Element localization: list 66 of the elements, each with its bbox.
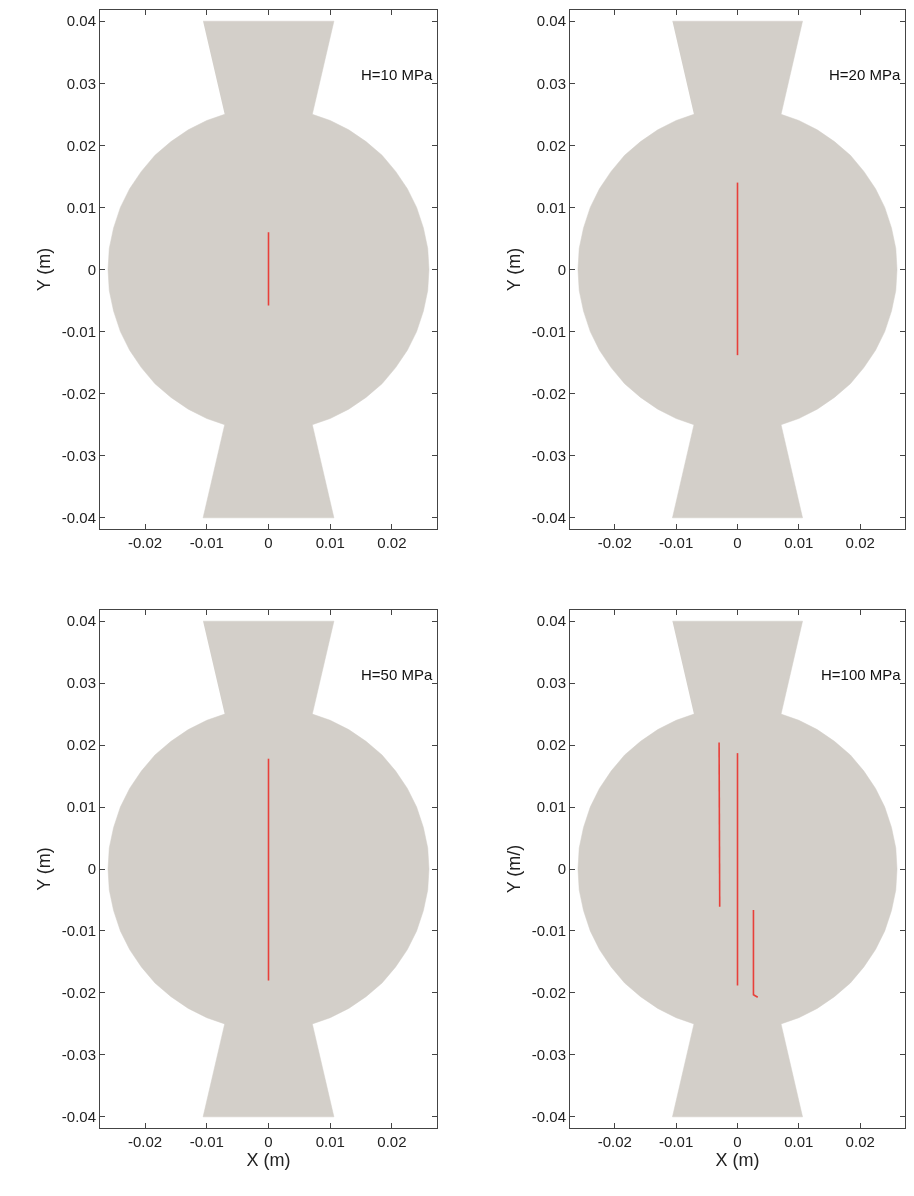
x-tick-label: -0.01: [659, 534, 694, 551]
x-tick-label: -0.01: [659, 1133, 694, 1150]
annotation: H=10 MPa: [361, 66, 433, 83]
y-tick-label: 0.03: [536, 74, 566, 92]
x-tick-label: -0.02: [597, 1133, 632, 1150]
y-tick-label: 0.02: [536, 736, 566, 754]
x-tick-label: -0.02: [127, 1133, 163, 1150]
y-tick-label: 0.04: [536, 612, 566, 630]
x-tick-label: 0: [264, 1133, 273, 1150]
x-axis-title: X (m): [246, 1150, 291, 1171]
x-tick-label: 0: [264, 534, 273, 551]
y-axis-title: Y (m): [34, 247, 54, 292]
y-tick-label: -0.04: [61, 509, 96, 527]
y-tick-label: 0: [557, 860, 566, 878]
y-tick-label: 0.01: [66, 798, 96, 816]
y-tick-label: 0.04: [66, 612, 96, 630]
y-tick-label: -0.04: [531, 1108, 566, 1126]
x-tick-label: 0: [733, 1133, 742, 1150]
x-tick-label: 0.01: [315, 1133, 345, 1150]
x-tick-label: 0.02: [845, 1133, 875, 1150]
y-tick-label: -0.02: [61, 984, 96, 1002]
y-tick-label: 0: [87, 260, 96, 278]
y-tick-label: 0.02: [66, 736, 96, 754]
x-tick-label: 0: [733, 534, 742, 551]
x-tick-label: -0.01: [189, 1133, 224, 1150]
x-tick-label: 0.01: [784, 1133, 814, 1150]
y-tick-label: 0.03: [66, 674, 96, 692]
y-tick-label: 0.01: [536, 798, 566, 816]
y-tick-label: 0.03: [536, 674, 566, 692]
y-tick-label: 0: [87, 860, 96, 878]
y-tick-label: 0.01: [536, 198, 566, 216]
y-tick-label: 0: [557, 260, 566, 278]
y-tick-label: -0.02: [531, 984, 566, 1002]
y-axis-title: Y (m): [504, 247, 524, 292]
x-tick-label: 0.01: [784, 534, 814, 551]
annotation: H=20 MPa: [829, 66, 901, 83]
y-tick-label: -0.03: [61, 1046, 96, 1064]
x-tick-label: 0.02: [377, 1133, 407, 1150]
annotation: H=50 MPa: [361, 666, 433, 683]
y-tick-label: 0.02: [66, 136, 96, 154]
y-tick-label: 0.01: [66, 198, 96, 216]
y-tick-label: -0.01: [531, 322, 566, 340]
y-tick-label: -0.03: [61, 446, 96, 464]
annotation: H=100 MPa: [821, 666, 902, 683]
y-axis-title: Y (m): [34, 847, 54, 891]
y-tick-label: -0.04: [61, 1108, 96, 1126]
y-tick-label: 0.04: [536, 12, 566, 30]
y-tick-label: -0.04: [531, 509, 566, 527]
x-axis-title: X (m): [715, 1150, 760, 1171]
y-tick-label: -0.01: [531, 922, 566, 940]
y-tick-label: -0.02: [531, 384, 566, 402]
y-axis-title: Y (m/): [504, 844, 524, 894]
y-tick-label: -0.03: [531, 1046, 566, 1064]
y-tick-label: 0.03: [66, 74, 96, 92]
y-tick-label: -0.03: [531, 446, 566, 464]
y-tick-label: -0.02: [61, 384, 96, 402]
y-tick-label: 0.02: [536, 136, 566, 154]
x-tick-label: -0.02: [127, 534, 163, 551]
x-tick-label: 0.01: [315, 534, 345, 551]
y-tick-label: -0.01: [61, 922, 96, 940]
x-tick-label: 0.02: [845, 534, 875, 551]
x-tick-label: -0.02: [597, 534, 632, 551]
x-tick-label: 0.02: [377, 534, 407, 551]
x-tick-label: -0.01: [189, 534, 224, 551]
y-tick-label: 0.04: [66, 12, 96, 30]
y-tick-label: -0.01: [61, 322, 96, 340]
